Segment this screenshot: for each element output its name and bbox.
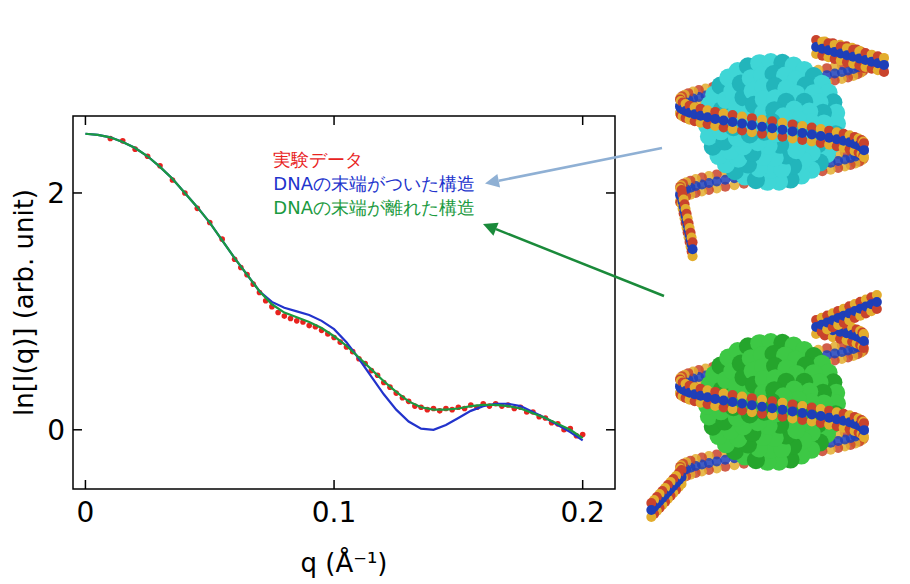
figure: 0 0.1 0.2 0 2 q (Å⁻¹) ln[I(q)] (arb. unit) 実験デー… (0, 0, 910, 584)
dna-bead (719, 395, 729, 405)
y-tick-label: 2 (47, 177, 65, 210)
x-tick-label: 0.2 (560, 496, 605, 529)
dna-bead (747, 400, 757, 410)
dna-bead (728, 117, 738, 127)
legend: 実験データ DNAの末端がついた構造 DNAの末端が離れた構造 (273, 149, 475, 218)
dna-bead (737, 399, 747, 409)
dna-bead (719, 115, 729, 125)
dna-bead (710, 394, 720, 404)
x-tick-label: 0.1 (312, 496, 357, 529)
dna-bead (797, 408, 807, 418)
x-axis-title: q (Å⁻¹) (301, 547, 388, 578)
dna-bead (807, 410, 817, 420)
y-tick-label: 0 (47, 414, 65, 447)
legend-entry: DNAの末端がついた構造 (273, 173, 475, 194)
x-tick (333, 116, 335, 125)
dna-bead (710, 114, 720, 124)
x-tick (85, 116, 87, 125)
dna-bead (728, 397, 738, 407)
dna-bead (859, 336, 869, 346)
nucleosome-ends-detached (646, 290, 882, 522)
nucleosome-ends-attached (675, 35, 889, 261)
dna-bead (767, 403, 777, 413)
x-tick (85, 480, 87, 489)
dna-bead (816, 131, 826, 141)
dna-bead (757, 402, 767, 412)
y-tick (606, 192, 615, 194)
y-tick (73, 192, 82, 194)
arrow-to-attached (485, 148, 662, 188)
x-tick (333, 480, 335, 489)
y-tick (606, 429, 615, 431)
arrow-head (485, 174, 500, 188)
y-axis-title: ln[I(q)] (arb. unit) (9, 189, 39, 416)
arrow-shaft (499, 148, 662, 181)
dna-bead (646, 505, 656, 515)
x-tick (582, 480, 584, 489)
dna-bead (797, 128, 807, 138)
dna-bead (747, 120, 757, 130)
dna-bead (879, 60, 889, 70)
dna-bead (872, 297, 882, 307)
dna-bead (757, 122, 767, 132)
dna-bead (767, 123, 777, 133)
legend-entry: 実験データ (273, 149, 363, 170)
arrow-shaft (496, 229, 664, 296)
arrow-to-detached (483, 223, 664, 296)
dna-bead (688, 244, 698, 254)
dna-bead (859, 145, 869, 155)
dna-bead (788, 406, 798, 416)
data-layer (85, 134, 585, 441)
dna-bead (816, 411, 826, 421)
dna-bead (777, 405, 787, 415)
dna-bead (859, 425, 869, 435)
dna-bead (788, 126, 798, 136)
y-tick (73, 429, 82, 431)
x-tick-label: 0 (77, 496, 95, 529)
dna-bead (807, 130, 817, 140)
dna-bead (777, 125, 787, 135)
dna-bead (737, 119, 747, 129)
x-tick (582, 116, 584, 125)
arrow-head (483, 223, 499, 236)
plot-frame (73, 116, 615, 489)
legend-entry: DNAの末端が離れた構造 (273, 197, 475, 218)
